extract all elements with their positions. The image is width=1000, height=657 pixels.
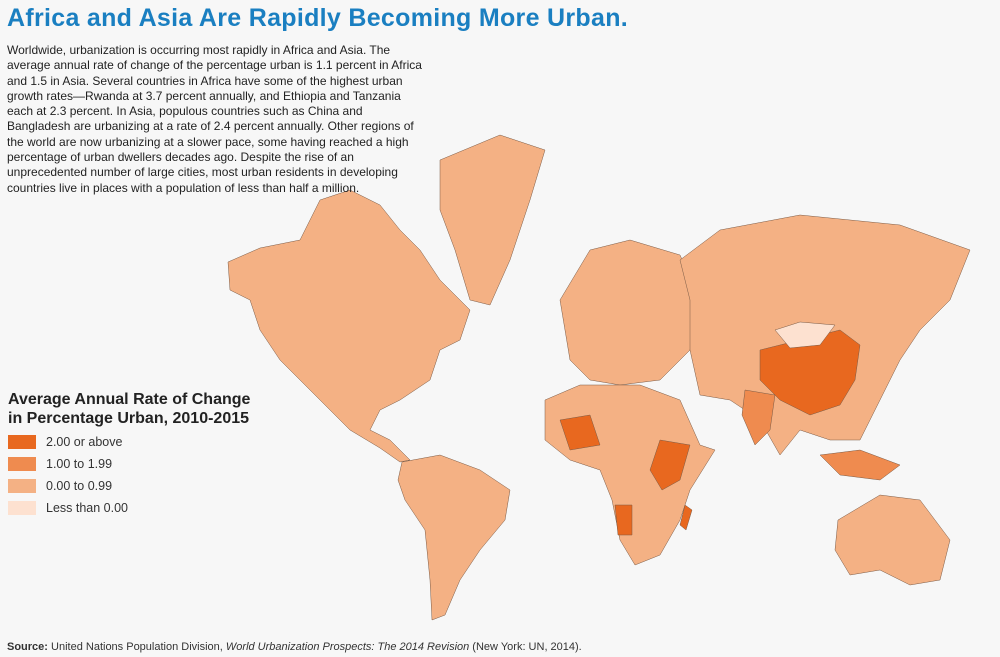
madagascar <box>679 504 693 531</box>
africa <box>544 384 716 566</box>
south-america <box>397 454 511 621</box>
southeast-asia <box>819 449 901 481</box>
legend-label: 1.00 to 1.99 <box>46 456 113 471</box>
source-text: United Nations Population Division, <box>47 641 226 653</box>
europe <box>559 239 701 386</box>
legend-item: 1.00 to 1.99 <box>8 455 268 472</box>
legend-swatch <box>8 456 36 471</box>
legend-item: Less than 0.00 <box>8 499 268 516</box>
north-america <box>227 189 471 463</box>
southern-africa <box>614 504 633 536</box>
legend-title: Average Annual Rate of Change in Percent… <box>8 391 251 427</box>
page-title: Africa and Asia Are Rapidly Becoming Mor… <box>7 4 629 32</box>
east-africa <box>649 439 691 491</box>
greenland <box>439 134 546 306</box>
source-publication: World Urbanization Prospects: The 2014 R… <box>225 641 470 653</box>
legend-item: 0.00 to 0.99 <box>8 477 268 494</box>
australia <box>834 494 951 586</box>
source-label: Source: <box>7 641 48 653</box>
india <box>741 389 776 446</box>
legend: Average Annual Rate of Change in Percent… <box>8 390 268 516</box>
source-text-end: (New York: UN, 2014). <box>469 641 582 653</box>
legend-label: Less than 0.00 <box>46 500 129 515</box>
mongolia <box>774 321 836 349</box>
legend-label: 0.00 to 0.99 <box>46 478 113 493</box>
legend-swatch <box>8 500 36 515</box>
legend-label: 2.00 or above <box>46 434 123 449</box>
legend-swatch <box>8 434 36 449</box>
west-africa <box>559 414 601 451</box>
source-note: Source: United Nations Population Divisi… <box>7 641 582 653</box>
intro-text: Worldwide, urbanization is occurring mos… <box>7 43 422 195</box>
legend-swatch <box>8 478 36 493</box>
legend-item: 2.00 or above <box>8 433 268 450</box>
